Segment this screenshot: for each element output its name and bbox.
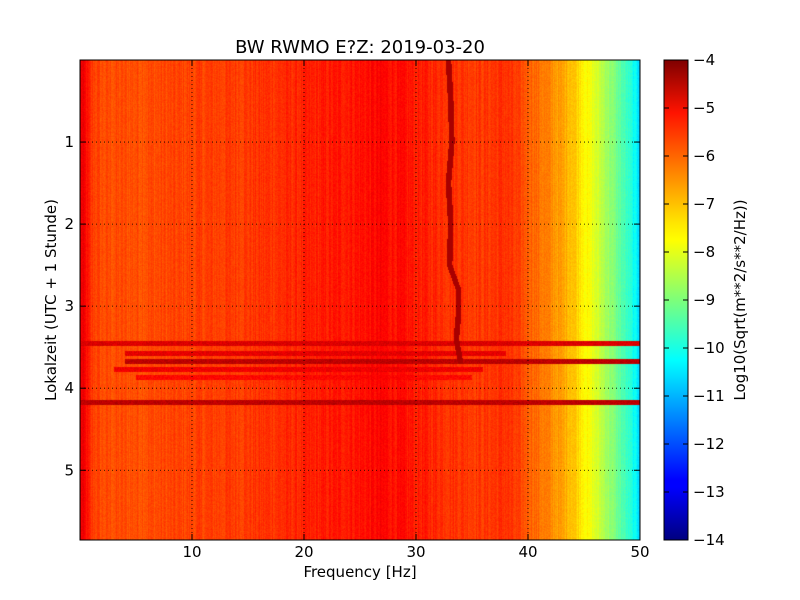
colorbar-tick-label: −4 xyxy=(693,51,715,69)
colorbar-label: Log10(Sqrt(m**2/s**2/Hz)) xyxy=(731,199,749,400)
colorbar-tick-label: −8 xyxy=(693,243,715,261)
colorbar-tick-label: −14 xyxy=(693,531,725,549)
y-tick-label: 5 xyxy=(64,461,74,479)
spectrogram-plot-area xyxy=(80,60,640,540)
colorbar-tick-label: −5 xyxy=(693,99,715,117)
y-tick-label: 2 xyxy=(64,215,74,233)
colorbar-tick-label: −11 xyxy=(693,387,725,405)
colorbar-tick-label: −10 xyxy=(693,339,725,357)
colorbar-tick-label: −12 xyxy=(693,435,725,453)
y-tick-label: 3 xyxy=(64,297,74,315)
colorbar-tick-label: −7 xyxy=(693,195,715,213)
x-tick-label: 10 xyxy=(182,543,201,561)
x-tick-label: 40 xyxy=(518,543,537,561)
colorbar-ticks: −4 −5 −6 −7 −8 −9 −10 −11 −12 −13 −14 xyxy=(664,51,725,549)
y-tick-label: 4 xyxy=(64,379,74,397)
grid-lines xyxy=(80,60,640,540)
x-tick-label: 30 xyxy=(406,543,425,561)
x-tick-label: 50 xyxy=(630,543,649,561)
colorbar-tick-label: −9 xyxy=(693,291,715,309)
spectrogram-heatmap xyxy=(80,60,640,540)
x-axis: 10 20 30 40 50 xyxy=(182,60,650,561)
colorbar-tick-label: −6 xyxy=(693,147,715,165)
colorbar-tick-label: −13 xyxy=(693,483,725,501)
chart-title: BW RWMO E?Z: 2019-03-20 xyxy=(235,37,485,58)
plot-frame xyxy=(79,59,641,541)
x-tick-label: 20 xyxy=(294,543,313,561)
y-axis-label: Lokalzeit (UTC + 1 Stunde) xyxy=(42,199,60,401)
y-axis: 1 2 3 4 5 xyxy=(64,133,640,479)
x-axis-label: Frequency [Hz] xyxy=(303,563,416,581)
y-tick-label: 1 xyxy=(64,133,74,151)
